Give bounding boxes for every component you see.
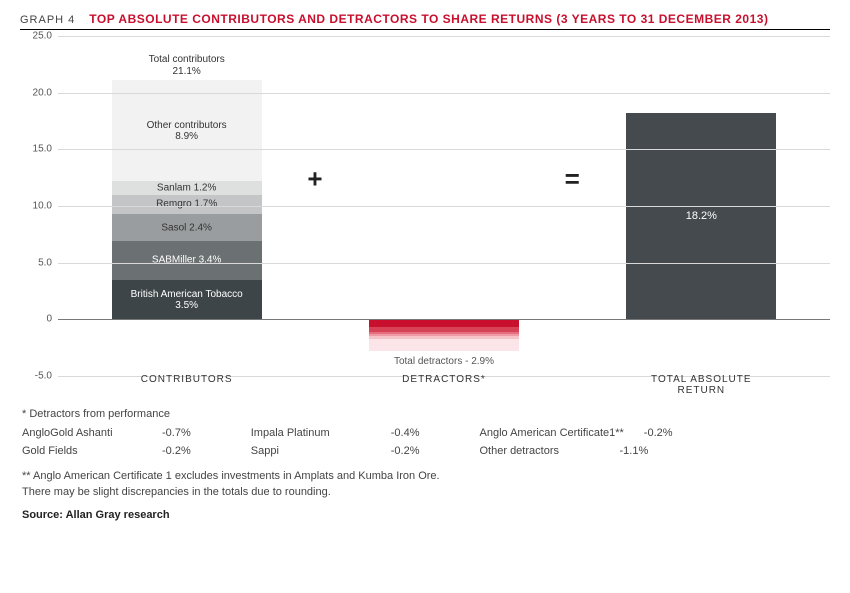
detractors-stack <box>369 319 519 352</box>
detractor-pct: -0.2% <box>644 425 673 442</box>
detractor-name: Gold Fields <box>22 443 142 460</box>
y-tick-label: 20.0 <box>33 87 52 98</box>
contributors-total-label: Total contributors21.1% <box>112 54 262 78</box>
detractor-pct: -0.2% <box>162 443 191 460</box>
plus-operator: + <box>307 163 322 194</box>
y-axis: -5.005.010.015.020.025.0 <box>20 36 52 376</box>
detractors-total-label: Total detractors - 2.9% <box>294 356 594 367</box>
contributor-segment: Remgro 1.7% <box>112 195 262 214</box>
detractor-footnote-row: Gold Fields -0.2% <box>22 443 191 460</box>
grid-line <box>58 206 830 207</box>
detractor-segment <box>369 319 519 327</box>
y-tick-label: -5.0 <box>35 371 52 382</box>
detractor-name: Impala Platinum <box>251 425 371 442</box>
y-tick-label: 5.0 <box>38 257 52 268</box>
detractor-footnote-row: AngloGold Ashanti -0.7% <box>22 425 191 442</box>
grid-line <box>58 319 830 320</box>
detractor-pct: -1.1% <box>620 443 649 460</box>
detractor-pct: -0.4% <box>391 425 420 442</box>
detractors-table: AngloGold Ashanti-0.7%Gold Fields-0.2%Im… <box>22 425 830 460</box>
detractor-footnote-column: Anglo American Certificate1**-0.2%Other … <box>480 425 673 460</box>
y-tick-label: 25.0 <box>33 31 52 42</box>
total-return-label: 18.2% <box>626 210 776 222</box>
contributor-segment: British American Tobacco3.5% <box>112 280 262 320</box>
contributor-segment: SABMiller 3.4% <box>112 241 262 280</box>
y-tick-label: 15.0 <box>33 144 52 155</box>
detractor-pct: -0.7% <box>162 425 191 442</box>
x-label-detractors: DETRACTORS* <box>369 374 519 396</box>
y-tick-label: 10.0 <box>33 201 52 212</box>
x-label-total: TOTAL ABSOLUTE RETURN <box>626 374 776 396</box>
detractor-footnote-row: Anglo American Certificate1** -0.2% <box>480 425 673 442</box>
detractor-segment <box>369 339 519 351</box>
plot-area: British American Tobacco3.5% SABMiller 3.… <box>58 36 830 376</box>
graph-number: GRAPH 4 <box>20 14 75 26</box>
segment-label: SABMiller 3.4% <box>112 255 262 266</box>
x-axis-labels: CONTRIBUTORS DETRACTORS* TOTAL ABSOLUTE … <box>58 374 830 396</box>
detractor-footnote-row: Impala Platinum -0.4% <box>251 425 420 442</box>
grid-line <box>58 149 830 150</box>
contributor-segment: Sanlam 1.2% <box>112 181 262 195</box>
segment-label: Sasol 2.4% <box>112 222 262 233</box>
contributor-segment: Sasol 2.4% <box>112 214 262 241</box>
segment-label: Remgro 1.7% <box>112 199 262 210</box>
footnote-line-1: ** Anglo American Certificate 1 excludes… <box>22 468 830 485</box>
grid-line <box>58 263 830 264</box>
segment-label: British American Tobacco3.5% <box>112 289 262 311</box>
chart-header: GRAPH 4 TOP ABSOLUTE CONTRIBUTORS AND DE… <box>20 12 830 30</box>
detractor-footnote-column: Impala Platinum -0.4% Sappi -0.2% <box>251 425 420 460</box>
detractor-pct: -0.2% <box>391 443 420 460</box>
segment-label: Other contributors8.9% <box>112 120 262 142</box>
detractor-name: Sappi <box>251 443 371 460</box>
total-return-bar: 18.2% <box>626 113 776 319</box>
detractor-name: AngloGold Ashanti <box>22 425 142 442</box>
equals-operator: = <box>565 163 580 194</box>
segment-label: Sanlam 1.2% <box>112 182 262 193</box>
detractor-name: Other detractors <box>480 443 600 460</box>
detractor-footnote-column: AngloGold Ashanti -0.7% Gold Fields -0.2% <box>22 425 191 460</box>
grid-line <box>58 93 830 94</box>
x-label-contributors: CONTRIBUTORS <box>112 374 262 396</box>
detractors-footnote-title: * Detractors from performance <box>22 406 830 423</box>
detractor-footnote-row: Other detractors -1.1% <box>480 443 673 460</box>
detractor-footnote-row: Sappi -0.2% <box>251 443 420 460</box>
grid-line <box>58 36 830 37</box>
chart-title: TOP ABSOLUTE CONTRIBUTORS AND DETRACTORS… <box>89 12 768 26</box>
y-tick-label: 0 <box>46 314 52 325</box>
contributor-segment: Other contributors8.9% <box>112 80 262 181</box>
contributors-stack: British American Tobacco3.5% SABMiller 3.… <box>112 80 262 319</box>
footnotes: * Detractors from performance AngloGold … <box>22 406 830 523</box>
footnote-line-2: There may be slight discrepancies in the… <box>22 484 830 501</box>
detractor-name: Anglo American Certificate1** <box>480 425 624 442</box>
source-text: Source: Allan Gray research <box>22 507 830 524</box>
chart-area: -5.005.010.015.020.025.0 British America… <box>38 36 830 396</box>
